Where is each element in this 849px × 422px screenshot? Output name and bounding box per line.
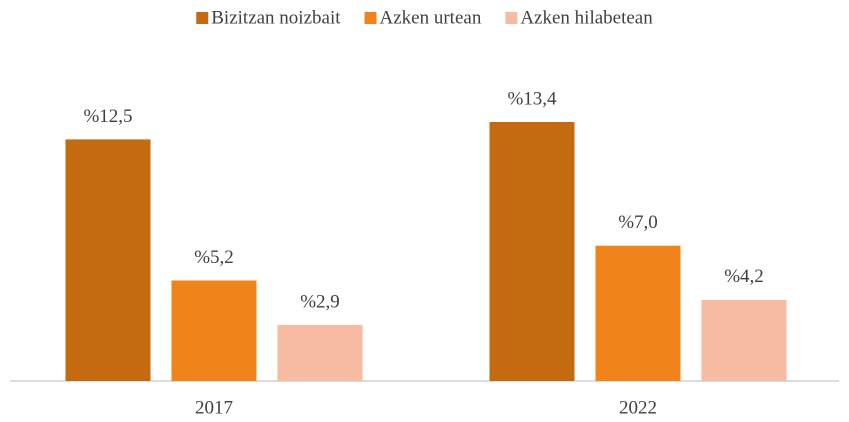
- value-label: %2,9: [300, 291, 340, 312]
- value-label: %13,4: [507, 88, 557, 109]
- legend-swatch: [196, 12, 209, 24]
- bar: [701, 299, 787, 381]
- bar: [277, 324, 363, 381]
- legend-swatch: [505, 12, 518, 24]
- value-label: %5,2: [194, 247, 234, 268]
- bar: [171, 280, 257, 381]
- bar: [489, 122, 575, 381]
- value-label: %7,0: [618, 212, 658, 233]
- value-label: %4,2: [724, 266, 764, 287]
- x-tick-label: 2022: [619, 397, 657, 418]
- bar: [65, 139, 151, 381]
- legend-label: Azken urtean: [380, 7, 482, 28]
- bar: [595, 245, 681, 381]
- legend-label: Azken hilabetean: [520, 7, 653, 28]
- value-label: %12,5: [83, 106, 132, 127]
- x-tick-label: 2017: [195, 397, 233, 418]
- legend-label: Bizitzan noizbait: [211, 7, 341, 28]
- legend-swatch: [364, 12, 377, 24]
